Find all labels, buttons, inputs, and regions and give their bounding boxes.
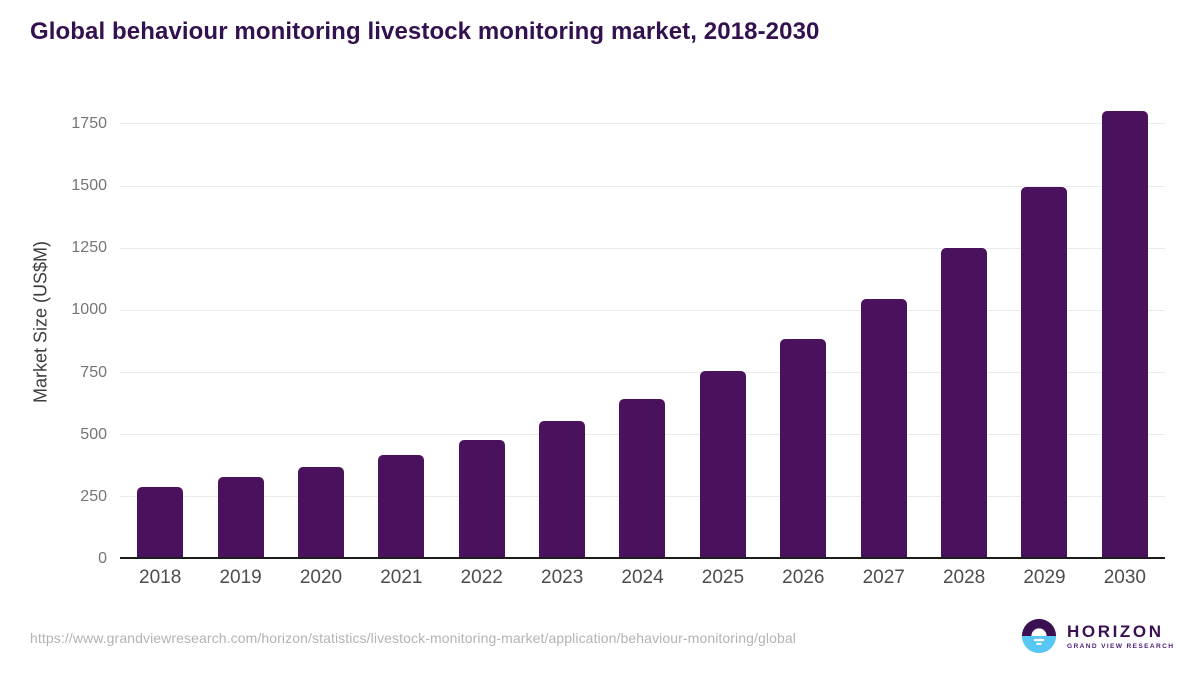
x-tick-label: 2025 (701, 567, 745, 588)
x-axis-tick-labels: 2018 2019 2020 2021 2022 2023 2024 2025 2026 2027… (120, 567, 1165, 589)
bar (940, 248, 987, 559)
bar (1021, 187, 1068, 559)
logo-tagline: GRAND VIEW RESEARCH (1067, 642, 1175, 650)
y-tick-label: 1750 (71, 114, 107, 132)
gridline (120, 123, 1165, 125)
y-tick-label: 1250 (71, 239, 107, 257)
x-tick-label: 2018 (139, 567, 182, 588)
y-tick-label: 1500 (71, 177, 107, 195)
x-tick-label: 2028 (942, 567, 986, 588)
x-tick-label: 2020 (299, 567, 343, 588)
y-tick-label: 500 (80, 425, 107, 443)
gridline (120, 309, 1165, 311)
logo-text: HORIZON GRAND VIEW RESEARCH (1067, 621, 1175, 650)
x-tick-label: 2029 (1023, 567, 1066, 588)
horizon-logo: HORIZON GRAND VIEW RESEARCH (1020, 617, 1174, 655)
bar (619, 398, 666, 559)
horizon-sunrise-icon (1021, 618, 1057, 654)
x-tick-label: 2024 (621, 567, 664, 588)
bar (137, 486, 184, 559)
logo-name: HORIZON (1067, 621, 1164, 641)
y-tick-label: 250 (80, 487, 107, 505)
x-tick-label: 2023 (541, 567, 584, 588)
bar (539, 421, 586, 559)
plot-area (120, 99, 1165, 559)
gridline (120, 247, 1165, 249)
x-tick-label: 2030 (1103, 567, 1147, 588)
bar (699, 371, 746, 559)
x-axis-line (120, 557, 1165, 559)
page-title: Global behaviour monitoring livestock mo… (30, 18, 820, 45)
bar (217, 476, 264, 559)
gridline (120, 372, 1165, 373)
bar (378, 454, 425, 559)
bar (860, 299, 907, 559)
source-url: https://www.grandviewresearch.com/horizo… (30, 630, 796, 646)
y-tick-label: 0 (98, 550, 107, 567)
bar (780, 338, 827, 559)
gridline (120, 185, 1165, 187)
bar (1101, 111, 1148, 559)
bar (458, 439, 505, 559)
x-tick-label: 2019 (219, 567, 262, 588)
y-tick-label: 1000 (71, 301, 107, 319)
x-tick-label: 2022 (460, 567, 503, 588)
y-tick-label: 750 (80, 363, 107, 381)
bar (297, 467, 344, 559)
x-tick-label: 2026 (782, 567, 825, 588)
x-tick-label: 2021 (380, 567, 423, 588)
x-tick-label: 2027 (862, 567, 905, 588)
